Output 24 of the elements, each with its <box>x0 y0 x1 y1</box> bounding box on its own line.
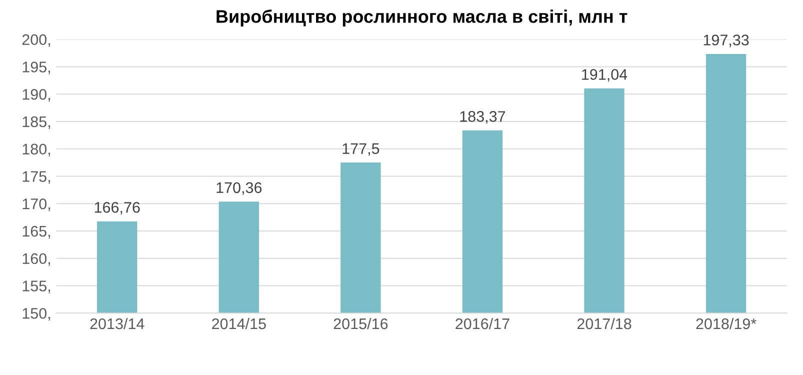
data-label: 166,76 <box>94 202 140 215</box>
y-tick-label: 150, <box>22 308 50 321</box>
y-tick-label: 200, <box>22 34 50 47</box>
y-tick-label: 180, <box>22 144 50 156</box>
y-tick-label: 165, <box>22 226 50 238</box>
x-tick-label: 2014/15 <box>212 318 266 330</box>
data-label: 197,33 <box>704 34 749 48</box>
y-tick-label: 155, <box>22 280 50 294</box>
y-tick-label: 160, <box>22 253 50 266</box>
chart-title: Виробництво рослинного масла в світі, млн т <box>216 9 628 26</box>
x-tick-label: 2017/18 <box>577 318 632 330</box>
data-label: 183,37 <box>460 111 506 124</box>
x-tick-label: 2018/19* <box>696 318 756 330</box>
data-label: 191,04 <box>582 69 628 82</box>
data-label: 177,5 <box>342 143 380 156</box>
y-tick-label: 185, <box>22 116 50 129</box>
y-tick-label: 175, <box>22 171 50 184</box>
x-tick-label: 2013/14 <box>90 318 144 330</box>
y-tick-label: 190, <box>22 88 50 102</box>
x-tick-label: 2016/17 <box>456 318 510 330</box>
y-tick-label: 195, <box>22 62 50 74</box>
data-label: 170,36 <box>216 182 262 195</box>
y-tick-label: 170, <box>22 198 50 212</box>
x-tick-label: 2015/16 <box>334 318 388 330</box>
